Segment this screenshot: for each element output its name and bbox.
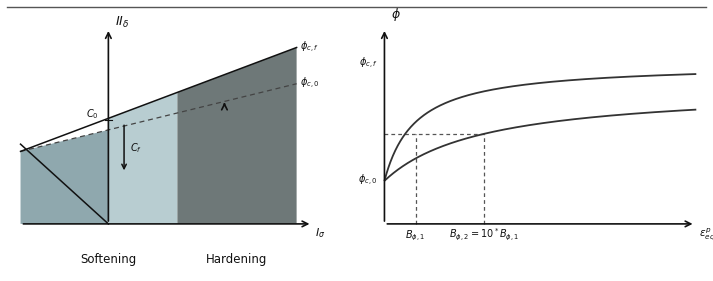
- Text: $\phi_{c,0}$: $\phi_{c,0}$: [358, 173, 377, 188]
- Text: $I_\sigma$: $I_\sigma$: [315, 226, 326, 240]
- Text: $C_0$: $C_0$: [86, 108, 99, 121]
- Text: $C_f$: $C_f$: [130, 141, 143, 155]
- Text: $B_{\phi,1}$: $B_{\phi,1}$: [406, 229, 426, 243]
- Text: $\varepsilon_{eq}^p$: $\varepsilon_{eq}^p$: [699, 226, 713, 242]
- Polygon shape: [108, 92, 178, 224]
- Text: $II_\delta$: $II_\delta$: [115, 15, 129, 30]
- Polygon shape: [178, 47, 297, 224]
- Text: Softening: Softening: [81, 253, 136, 266]
- Text: $\phi_{c,0}$: $\phi_{c,0}$: [299, 76, 319, 91]
- Polygon shape: [21, 130, 108, 224]
- Text: $\phi_{c,f}$: $\phi_{c,f}$: [299, 40, 319, 55]
- Text: $\phi_{c,f}$: $\phi_{c,f}$: [359, 56, 377, 71]
- Text: Hardening: Hardening: [206, 253, 267, 266]
- Text: $B_{\phi,2}{=}10^*B_{\phi,1}$: $B_{\phi,2}{=}10^*B_{\phi,1}$: [448, 227, 519, 243]
- Text: $\phi$: $\phi$: [391, 6, 401, 23]
